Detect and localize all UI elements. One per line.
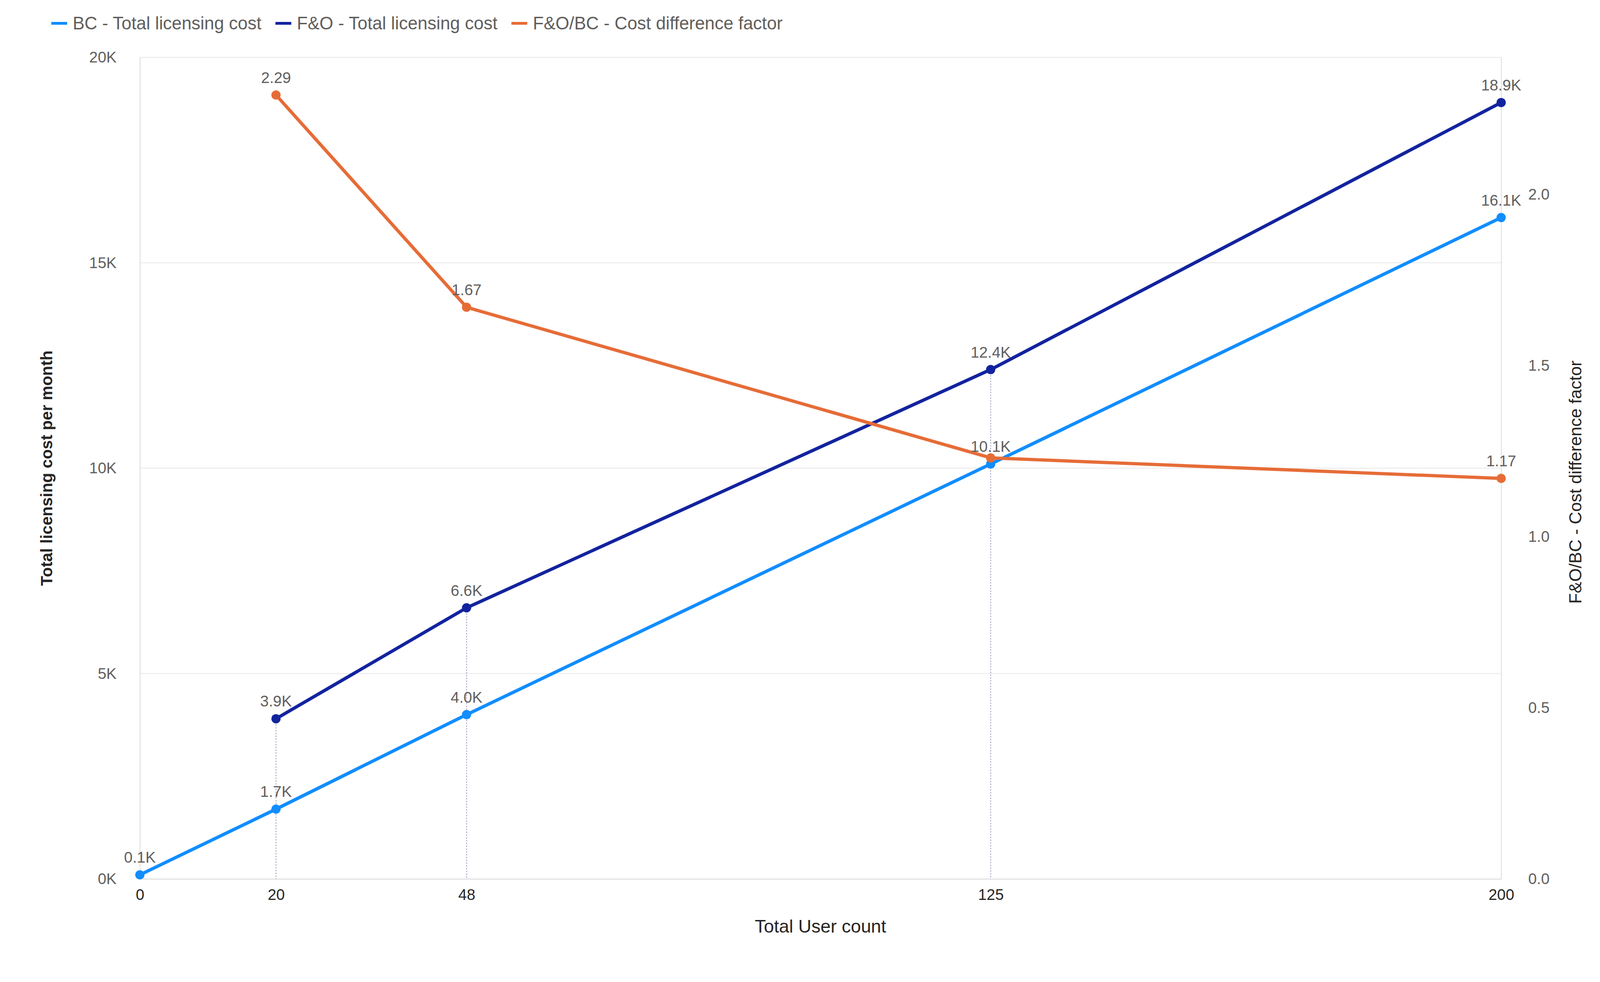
- marker: [271, 90, 281, 100]
- tick: 200: [1488, 878, 1515, 904]
- y-axis-title: Total licensing cost per month: [37, 350, 56, 587]
- tick-label: 0.5: [1528, 698, 1550, 717]
- tick-label: 0: [135, 885, 145, 904]
- data-label: 1.17: [1486, 452, 1517, 470]
- x-axis: 0 20 48 125 200: [135, 878, 1515, 904]
- data-label: 0.1K: [124, 848, 156, 866]
- data-label: 12.4K: [970, 343, 1011, 361]
- tick: 10K: [89, 459, 140, 477]
- marker: [271, 804, 281, 814]
- marker: [135, 869, 145, 880]
- tick-label: 48: [458, 885, 476, 904]
- legend-item: F&O - Total licensing cost: [275, 13, 498, 34]
- tick: 15K: [89, 254, 140, 272]
- data-label: 16.1K: [1481, 191, 1522, 209]
- drop-line: [466, 607, 468, 879]
- legend-swatch: [511, 21, 528, 25]
- tick: 20: [267, 878, 285, 904]
- marker: [462, 302, 472, 312]
- chart: 0 20 48 125 200 0K 5K 10K 15K 20K 0.0 0.5 1.0 1.5 2.0 T…: [0, 0, 1600, 982]
- marker: [462, 710, 472, 720]
- data-label: 1.7K: [260, 782, 292, 800]
- tick: 48: [458, 878, 476, 904]
- tick: 1.0: [1501, 527, 1550, 545]
- marker: [1496, 213, 1506, 223]
- data-label: 1.67: [451, 281, 482, 299]
- tick-label: 20: [267, 885, 285, 904]
- tick-label: 2.0: [1528, 185, 1550, 203]
- y-axis: 0K 5K 10K 15K 20K: [89, 48, 140, 888]
- legend-label: BC - Total licensing cost: [72, 13, 262, 34]
- axis-line: [140, 878, 1502, 880]
- legend-label: F&O - Total licensing cost: [296, 13, 498, 34]
- legend-item: BC - Total licensing cost: [51, 13, 262, 34]
- grid-line: [139, 467, 1502, 469]
- tick-label: 125: [978, 885, 1004, 904]
- data-label: 6.6K: [450, 581, 483, 600]
- tick: 5K: [97, 664, 140, 683]
- tick: 20K: [89, 48, 140, 66]
- marker: [271, 713, 281, 724]
- tick-label: 200: [1488, 885, 1515, 904]
- grid-line: [139, 262, 1502, 264]
- legend-item: F&O/BC - Cost difference factor: [511, 13, 783, 34]
- tick-label: 1.5: [1528, 356, 1550, 374]
- marker: [1496, 473, 1506, 483]
- grid-line: [139, 56, 1502, 58]
- grid: [139, 57, 1502, 879]
- tick-label: 10K: [89, 459, 117, 477]
- tick-label: 0.0: [1528, 869, 1550, 888]
- data-label: 10.1K: [970, 437, 1011, 456]
- tick-label: 15K: [89, 254, 117, 272]
- y2-axis: 0.0 0.5 1.0 1.5 2.0: [1501, 57, 1550, 888]
- tick: 0.5: [1501, 698, 1550, 717]
- axis-line: [139, 57, 141, 880]
- tick: 0: [135, 878, 145, 904]
- y2-axis-title: F&O/BC - Cost difference factor: [1565, 360, 1586, 604]
- tick-label: 5K: [97, 664, 117, 683]
- tick-label: 0K: [97, 869, 117, 888]
- data-label: 4.0K: [450, 688, 483, 706]
- legend-swatch: [51, 21, 68, 25]
- data-label: 3.9K: [260, 692, 292, 710]
- marker: [1496, 97, 1506, 108]
- tick: 125: [978, 878, 1004, 904]
- legend-swatch: [275, 21, 292, 25]
- plot-area: [135, 90, 1506, 880]
- series-line: [275, 95, 1502, 479]
- tick-label: 20K: [89, 48, 117, 66]
- tick: 1.5: [1501, 356, 1550, 374]
- marker: [986, 365, 996, 375]
- series-line: [139, 217, 1502, 876]
- tick: 0.0: [1501, 869, 1550, 888]
- grid-line: [139, 878, 1502, 880]
- data-labels: 0.1K 1.7K 4.0K 10.1K 16.1K 3.9K 6.6K 12.4K 18.9K…: [124, 68, 1522, 866]
- legend: BC - Total licensing cost F&O - Total lic…: [51, 13, 783, 34]
- x-axis-title: Total User count: [754, 916, 887, 937]
- tick-label: 1.0: [1528, 527, 1550, 545]
- legend-label: F&O/BC - Cost difference factor: [532, 13, 783, 34]
- data-label: 2.29: [261, 68, 291, 87]
- series-line: [275, 102, 1502, 719]
- tick: 0K: [97, 869, 140, 888]
- marker: [462, 603, 472, 613]
- grid-line: [139, 673, 1502, 675]
- data-label: 18.9K: [1481, 76, 1522, 94]
